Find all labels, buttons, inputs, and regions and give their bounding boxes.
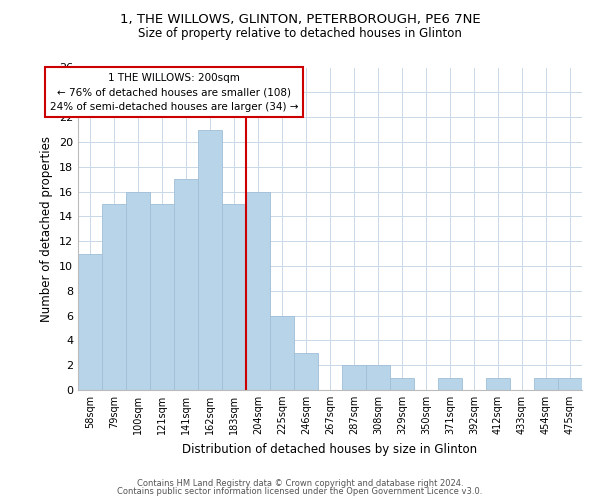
Bar: [102, 204, 126, 390]
Bar: [150, 204, 174, 390]
Text: Contains public sector information licensed under the Open Government Licence v3: Contains public sector information licen…: [118, 487, 482, 496]
Bar: [294, 353, 318, 390]
Bar: [174, 179, 198, 390]
Bar: [366, 365, 390, 390]
Bar: [558, 378, 582, 390]
Bar: [534, 378, 558, 390]
Text: Size of property relative to detached houses in Glinton: Size of property relative to detached ho…: [138, 28, 462, 40]
Bar: [270, 316, 294, 390]
Bar: [246, 192, 270, 390]
Text: Contains HM Land Registry data © Crown copyright and database right 2024.: Contains HM Land Registry data © Crown c…: [137, 478, 463, 488]
X-axis label: Distribution of detached houses by size in Glinton: Distribution of detached houses by size …: [182, 442, 478, 456]
Text: 1, THE WILLOWS, GLINTON, PETERBOROUGH, PE6 7NE: 1, THE WILLOWS, GLINTON, PETERBOROUGH, P…: [119, 12, 481, 26]
Bar: [222, 204, 246, 390]
Bar: [438, 378, 462, 390]
Bar: [198, 130, 222, 390]
Text: 1 THE WILLOWS: 200sqm
← 76% of detached houses are smaller (108)
24% of semi-det: 1 THE WILLOWS: 200sqm ← 76% of detached …: [50, 72, 298, 112]
Bar: [126, 192, 150, 390]
Bar: [78, 254, 102, 390]
Y-axis label: Number of detached properties: Number of detached properties: [40, 136, 53, 322]
Bar: [390, 378, 414, 390]
Bar: [342, 365, 366, 390]
Bar: [486, 378, 510, 390]
